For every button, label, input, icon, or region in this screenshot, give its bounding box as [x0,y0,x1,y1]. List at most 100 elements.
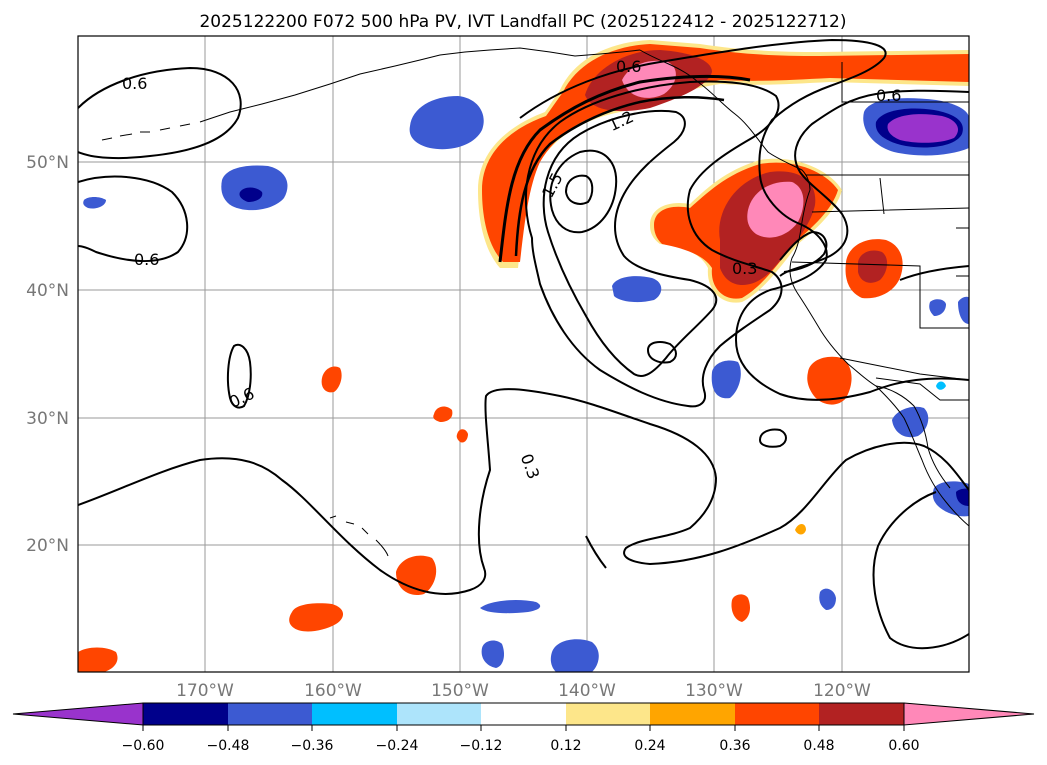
colorbar-bin [312,703,397,725]
pv-contours [78,38,969,650]
colorbar-tick-label: 0.48 [803,738,834,754]
colorbar-bin [735,703,819,725]
colorbar-bin [143,703,228,725]
contour-trough-2 [524,80,783,408]
colorbar-tick-label: −0.12 [460,738,503,754]
colorbar-tick-label: −0.24 [376,738,419,754]
contour-small-ring [758,428,787,448]
colorbar-outline [142,702,905,726]
shade-neg-7-core [956,488,969,506]
shade-neg-15 [936,381,946,390]
contour-06-small [226,343,252,409]
shade-patch-6 [78,647,118,672]
contour-03-inner [585,535,607,569]
lon-label: 130°W [685,681,743,701]
shade-neg-14 [550,639,599,672]
colorbar-bin [819,703,904,725]
contour-label: 0.6 [122,74,147,93]
figure-title: 2025122200 F072 500 hPa PV, IVT Landfall… [199,12,846,32]
coast-westcoast [789,189,969,527]
lat-axis-labels: 50°N 40°N 30°N 20°N [26,153,69,556]
colorbar-tick-label: 0.60 [888,738,919,754]
shade-patch-1 [321,366,342,393]
contour-label: 0.6 [134,250,159,269]
coast-baja [875,385,951,489]
colorbar-tick-label: 0.24 [634,738,665,754]
contour-outer-trough [519,38,969,401]
map-frame [77,35,970,673]
contour-06-alaska-n [78,66,242,160]
shade-neg-10 [958,296,969,324]
colorbar-tick-labels: −0.60 −0.48 −0.36 −0.24 −0.12 0.12 0.24 … [122,738,920,754]
colorbar-ticks [142,725,905,731]
shade-patch-3 [456,429,468,443]
border-canada-east [841,62,969,103]
map-content [78,36,969,672]
contour-trough-3 [542,109,718,377]
colorbar: −0.60 −0.48 −0.36 −0.24 −0.12 0.12 0.24 … [12,702,1035,754]
shade-neg-5 [711,360,741,399]
lat-label: 20°N [26,536,69,556]
contour-ne [779,89,969,277]
shade-neg-2 [221,165,288,211]
colorbar-tick-label: 0.36 [719,738,750,754]
contour-core-1 [549,149,618,234]
contour-pinch [646,341,677,364]
shade-neg-13 [481,640,504,668]
colorbar-bin [228,703,312,725]
coast-aleutians [199,47,641,123]
lon-label: 150°W [431,681,489,701]
colorbar-tick-label: −0.60 [122,738,165,754]
lat-label: 50°N [26,153,69,173]
contour-label: 0.3 [732,259,757,278]
shade-neg-9 [929,299,946,316]
colorbar-over-arrow [903,702,1035,726]
lat-label: 40°N [26,281,69,301]
contour-thick-2 [514,95,725,257]
colorbar-bin [397,703,481,725]
colorbar-tick-label: 0.12 [550,738,581,754]
lon-label: 140°W [558,681,616,701]
coast-alaska-se [639,49,811,191]
shade-neg-2-core [239,187,263,202]
shade-basin-core [858,250,888,283]
shade-patch-5 [289,603,344,632]
border-us-mexico [839,357,969,381]
shade-patch-7 [731,594,750,622]
shade-neg-4 [612,276,662,303]
shade-socal [807,356,852,405]
shade-patch-8 [795,524,806,535]
contour-label: 0.6 [876,86,901,105]
colorbar-bin [566,703,650,725]
shade-neg-8-peak [887,114,958,143]
contour-03-south [872,491,969,650]
shade-neg-1 [409,96,484,150]
colorbar-tick-label: −0.48 [207,738,250,754]
coast-hawaii [329,515,389,557]
lat-label: 30°N [26,409,69,429]
colorbar-under-arrow [12,702,144,726]
colorbar-tick-label: −0.36 [291,738,334,754]
colorbar-bin [481,703,566,725]
colorbar-bin [650,703,735,725]
border-us-states [791,177,969,401]
shade-patch-2 [433,406,453,422]
contour-thick-1 [498,74,751,263]
contour-label: 0.6 [616,57,641,76]
pc-negative-shading [83,96,969,672]
lon-label: 120°W [813,681,871,701]
contour-center-arc [779,230,828,273]
contour-06-west [78,175,189,262]
contour-east-ring [899,265,969,281]
shade-neg-12 [480,600,541,614]
shade-neg-3 [83,197,106,209]
shade-pnw-peak [747,181,804,238]
lon-label: 160°W [304,681,362,701]
contour-labels: 0.6 0.6 0.6 0.6 1.5 1.2 0.3 0.3 0.6 [122,57,901,482]
lon-label: 170°W [176,681,234,701]
shade-neg-11 [819,588,836,610]
coastlines [101,47,969,557]
coast-aleutian-islands [101,123,191,141]
lon-axis-labels: 170°W 160°W 150°W 140°W 130°W 120°W [176,681,871,701]
